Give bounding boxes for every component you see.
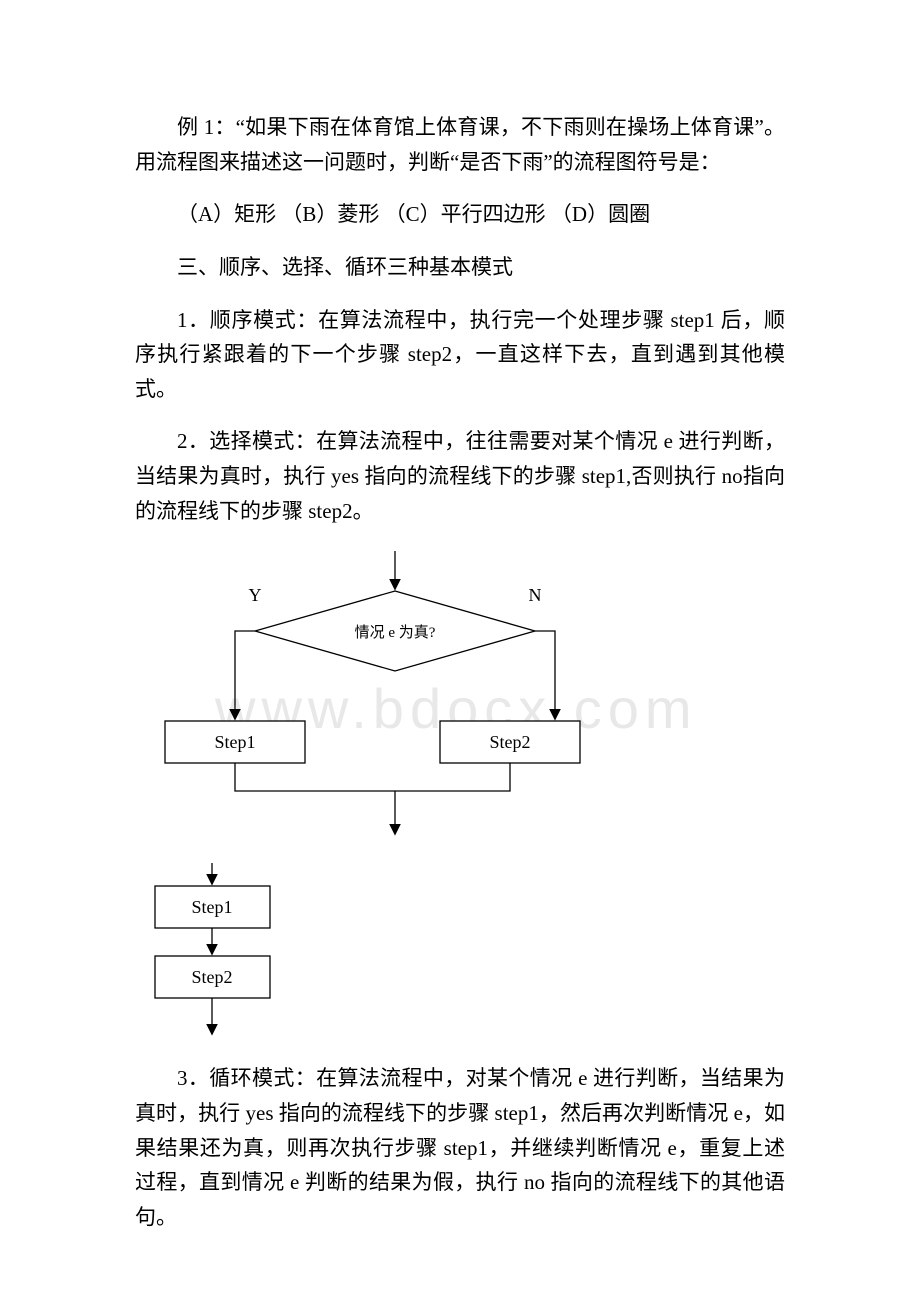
page-container: 例 1：“如果下雨在体育馆上体育课，不下雨则在操场上体育课”。用流程图来描述这一…	[0, 0, 920, 1313]
paragraph-mode-loop: 3．循环模式：在算法流程中，对某个情况 e 进行判断，当结果为真时，执行 yes…	[135, 1061, 785, 1234]
sequence-flowchart-container: Step1 Step2	[135, 861, 785, 1041]
step1-label: Step1	[214, 732, 255, 752]
step2-label: Step2	[489, 732, 530, 752]
decision-label: 情况 e 为真?	[355, 623, 436, 641]
selection-flowchart-svg: 情况 e 为真? Y N Step1 Step2	[135, 546, 655, 841]
yes-label: Y	[249, 585, 262, 605]
paragraph-mode-sequence: 1．顺序模式：在算法流程中，执行完一个处理步骤 step1 后，顺序执行紧跟着的…	[135, 303, 785, 407]
paragraph-example-1: 例 1：“如果下雨在体育馆上体育课，不下雨则在操场上体育课”。用流程图来描述这一…	[135, 110, 785, 179]
selection-flowchart-container: www.bdocx.com 情况 e 为真? Y N Step1	[135, 546, 785, 841]
paragraph-choices: （A）矩形 （B）菱形 （C）平行四边形 （D）圆圈	[135, 197, 785, 232]
seq-step1-label: Step1	[191, 897, 232, 917]
no-label: N	[529, 585, 542, 605]
sequence-flowchart-svg: Step1 Step2	[135, 861, 335, 1041]
seq-step2-label: Step2	[191, 967, 232, 987]
paragraph-mode-selection: 2．选择模式：在算法流程中，往往需要对某个情况 e 进行判断，当结果为真时，执行…	[135, 424, 785, 528]
paragraph-heading-3: 三、顺序、选择、循环三种基本模式	[135, 250, 785, 285]
